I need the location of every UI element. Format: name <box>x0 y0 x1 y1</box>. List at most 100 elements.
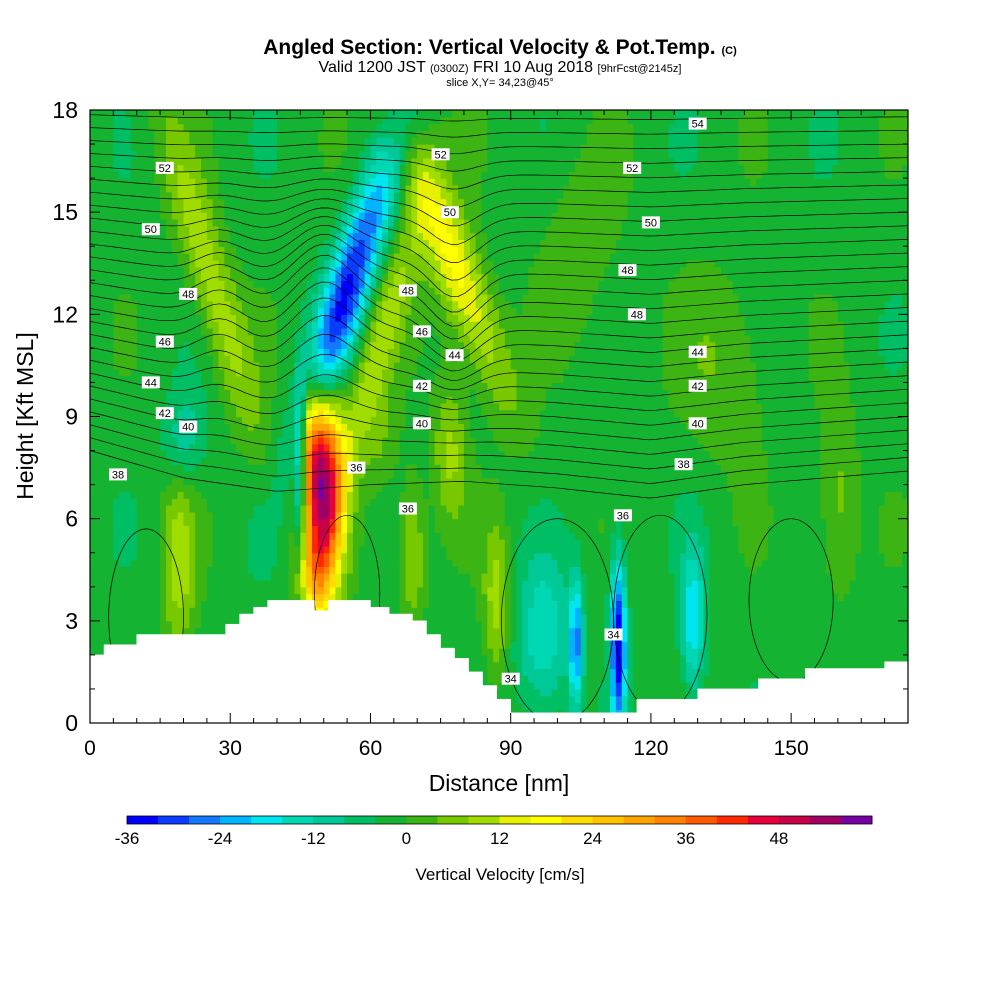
velocity-cell <box>177 416 185 424</box>
velocity-cell <box>130 600 138 608</box>
velocity-cell <box>387 130 395 138</box>
velocity-cell <box>148 144 155 152</box>
velocity-cell <box>282 307 290 315</box>
velocity-cell <box>201 280 208 288</box>
velocity-cell <box>195 273 202 281</box>
velocity-cell <box>294 539 301 547</box>
velocity-cell <box>142 470 150 479</box>
velocity-cell <box>323 239 331 247</box>
velocity-cell <box>387 307 395 315</box>
velocity-cell <box>113 144 120 152</box>
velocity-cell <box>130 144 138 152</box>
velocity-cell <box>183 334 190 343</box>
velocity-cell <box>236 545 243 554</box>
velocity-cell <box>294 375 301 384</box>
velocity-cell <box>312 314 319 322</box>
velocity-cell <box>276 137 284 145</box>
velocity-cell <box>136 600 144 608</box>
velocity-cell <box>323 137 331 145</box>
velocity-cell <box>399 321 407 329</box>
velocity-cell <box>382 375 389 384</box>
velocity-cell <box>317 259 325 268</box>
velocity-cell <box>113 498 120 506</box>
velocity-cell <box>142 430 150 438</box>
velocity-cell <box>405 341 412 349</box>
velocity-cell <box>136 464 144 472</box>
velocity-cell <box>376 130 383 138</box>
velocity-cell <box>259 137 266 145</box>
velocity-cell <box>358 314 366 322</box>
velocity-cell <box>370 273 377 281</box>
velocity-cell <box>119 375 126 384</box>
velocity-cell <box>183 232 190 241</box>
velocity-cell <box>125 525 132 533</box>
velocity-cell <box>165 300 173 309</box>
velocity-cell <box>224 327 231 336</box>
velocity-cell <box>399 525 407 533</box>
velocity-cell <box>341 552 348 561</box>
velocity-cell <box>206 280 214 288</box>
velocity-cell <box>382 491 389 499</box>
velocity-cell <box>382 355 389 363</box>
velocity-cell <box>130 586 138 595</box>
velocity-cell <box>358 307 366 315</box>
velocity-cell <box>154 327 161 336</box>
velocity-cell <box>148 532 155 540</box>
velocity-cell <box>271 368 278 377</box>
velocity-cell <box>288 389 296 397</box>
velocity-cell <box>387 300 395 309</box>
velocity-cell <box>236 164 243 172</box>
velocity-cell <box>253 450 261 458</box>
velocity-cell <box>364 477 372 486</box>
velocity-cell <box>189 198 196 206</box>
velocity-cell <box>247 184 255 193</box>
velocity-cell <box>358 300 366 309</box>
velocity-cell <box>90 614 97 622</box>
velocity-cell <box>160 266 167 275</box>
velocity-cell <box>399 457 407 465</box>
velocity-cell <box>317 402 325 411</box>
velocity-cell <box>218 218 225 227</box>
velocity-cell <box>189 450 196 458</box>
velocity-cell <box>253 327 261 336</box>
velocity-cell <box>341 416 348 424</box>
velocity-cell <box>206 253 214 261</box>
velocity-cell <box>370 314 377 322</box>
velocity-cell <box>195 457 202 465</box>
velocity-cell <box>288 246 296 254</box>
velocity-cell <box>300 259 307 268</box>
velocity-cell <box>282 430 290 438</box>
velocity-cell <box>148 266 155 275</box>
velocity-cell <box>195 573 202 581</box>
velocity-cell <box>136 307 144 315</box>
velocity-cell <box>107 389 114 397</box>
velocity-cell <box>247 525 255 533</box>
velocity-cell <box>171 205 179 213</box>
velocity-cell <box>376 150 383 159</box>
velocity-cell <box>241 375 249 384</box>
velocity-cell <box>142 232 150 241</box>
velocity-cell <box>288 579 296 588</box>
velocity-cell <box>241 205 249 213</box>
velocity-cell <box>95 327 103 336</box>
velocity-cell <box>154 144 161 152</box>
velocity-cell <box>352 300 360 309</box>
velocity-cell <box>399 184 407 193</box>
velocity-cell <box>323 375 331 384</box>
velocity-cell <box>171 593 179 601</box>
velocity-cell <box>405 416 412 424</box>
velocity-cell <box>288 484 296 493</box>
velocity-cell <box>218 484 225 493</box>
velocity-cell <box>236 579 243 588</box>
velocity-cell <box>352 253 360 261</box>
velocity-cell <box>271 137 278 145</box>
velocity-cell <box>306 232 313 241</box>
velocity-cell <box>253 239 261 247</box>
velocity-cell <box>352 184 360 193</box>
velocity-cell <box>317 239 325 247</box>
velocity-cell <box>113 491 120 499</box>
velocity-cell <box>224 171 231 179</box>
velocity-cell <box>370 164 377 172</box>
velocity-cell <box>230 586 237 595</box>
velocity-cell <box>387 157 395 166</box>
